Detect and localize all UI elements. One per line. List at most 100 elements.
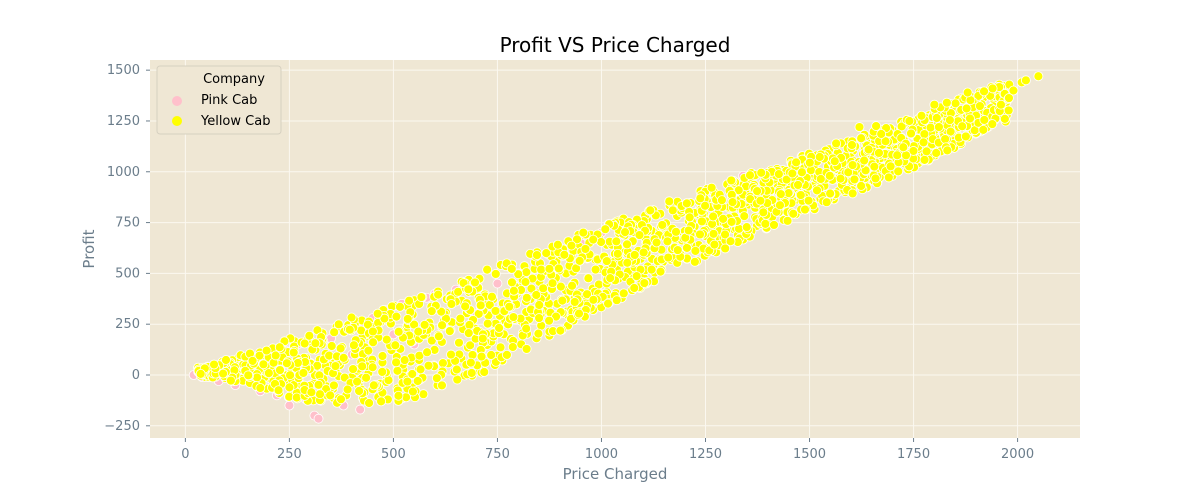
yellow-cab-point: [646, 264, 657, 275]
yellow-cab-point: [195, 368, 206, 379]
x-tick-label: 1750: [897, 447, 930, 462]
yellow-cab-point: [603, 298, 613, 309]
yellow-cab-point: [270, 350, 281, 361]
yellow-cab-point: [1003, 105, 1014, 116]
yellow-cab-point: [476, 351, 487, 362]
yellow-cab-point: [893, 166, 904, 177]
y-tick-label: 1500: [107, 63, 140, 78]
yellow-cab-point: [574, 256, 585, 266]
yellow-cab-point: [536, 264, 547, 275]
yellow-cab-point: [438, 358, 448, 368]
yellow-cab-point: [590, 264, 601, 275]
yellow-cab-point: [336, 394, 346, 405]
yellow-cab-point: [254, 350, 265, 361]
yellow-cab-point: [871, 121, 882, 131]
yellow-cab-point: [741, 222, 752, 233]
yellow-cab-point: [804, 157, 815, 168]
yellow-cab-point: [325, 390, 336, 401]
yellow-cab-point: [582, 289, 592, 300]
yellow-cab-point: [697, 216, 707, 227]
yellow-cab-point: [929, 99, 940, 110]
yellow-cab-point: [756, 167, 767, 178]
y-tick-label: 250: [115, 317, 140, 332]
yellow-cab-point: [218, 368, 228, 379]
y-tick-label: 500: [115, 266, 140, 281]
yellow-cab-point: [755, 195, 766, 206]
yellow-cab-point: [622, 239, 632, 250]
yellow-cab-point: [465, 357, 476, 368]
yellow-cab-point: [553, 263, 564, 274]
yellow-cab-point: [494, 323, 504, 333]
yellow-cab-point: [961, 103, 972, 114]
yellow-cab-point: [338, 352, 349, 363]
yellow-cab-point: [263, 368, 274, 379]
yellow-cab-point: [797, 167, 807, 178]
yellow-cab-point: [934, 122, 944, 132]
yellow-cab-point: [566, 240, 577, 251]
legend-box: [156, 65, 282, 135]
yellow-cab-point: [979, 115, 990, 125]
yellow-cab-point: [446, 299, 457, 309]
yellow-cab-point: [552, 239, 563, 250]
yellow-cab-point: [999, 113, 1010, 124]
yellow-cab-point: [487, 291, 497, 302]
yellow-cab-point: [391, 311, 402, 322]
yellow-cab-point: [454, 337, 464, 348]
yellow-cab-point: [859, 155, 870, 166]
yellow-cab-point: [521, 323, 532, 334]
legend-title: Company: [203, 72, 265, 87]
yellow-cab-point: [547, 278, 558, 289]
yellow-cab-point: [364, 398, 374, 408]
yellow-cab-point: [247, 355, 258, 366]
yellow-cab-point: [243, 370, 254, 381]
yellow-cab-point: [919, 154, 930, 165]
yellow-cab-point: [329, 327, 340, 338]
yellow-cab-point: [690, 246, 701, 256]
yellow-cab-point: [567, 280, 577, 291]
yellow-cab-point: [328, 380, 339, 391]
yellow-cab-point: [655, 266, 666, 277]
yellow-cab-point: [326, 341, 337, 351]
yellow-cab-point: [464, 320, 475, 330]
yellow-cab-point: [342, 384, 353, 395]
yellow-cab-point: [349, 340, 359, 351]
yellow-cab-point: [463, 328, 474, 339]
yellow-cab-point: [379, 313, 390, 324]
yellow-cab-point: [957, 121, 968, 132]
yellow-cab-point: [393, 326, 404, 337]
yellow-cab-point: [357, 361, 368, 372]
yellow-cab-point: [733, 185, 744, 196]
yellow-cab-point: [622, 257, 633, 268]
yellow-cab-point: [663, 252, 674, 263]
yellow-cab-point: [392, 365, 403, 376]
yellow-cab-point: [583, 273, 594, 284]
yellow-cab-point: [892, 150, 903, 161]
x-tick-label: 1250: [689, 447, 722, 462]
x-axis: 0 250 500 750 1000 1250 1500 1750 2000: [181, 438, 1034, 462]
x-axis-label: Price Charged: [563, 465, 668, 483]
yellow-cab-point: [869, 161, 880, 172]
yellow-cab-point: [502, 350, 512, 360]
yellow-cab-point: [395, 301, 405, 312]
y-axis-label: Profit: [80, 229, 98, 268]
yellow-cab-point: [634, 230, 645, 240]
yellow-cab-point: [629, 283, 640, 293]
yellow-cab-point: [344, 324, 355, 335]
yellow-cab-point: [578, 227, 589, 238]
yellow-cab-point: [315, 389, 325, 400]
yellow-cab-point: [258, 359, 269, 370]
yellow-cab-point: [275, 365, 285, 375]
yellow-cab-point: [221, 355, 231, 365]
yellow-cab-point: [506, 263, 517, 274]
yellow-cab-point: [645, 205, 656, 216]
yellow-cab-point: [209, 359, 219, 370]
yellow-cab-point: [482, 318, 493, 329]
yellow-cab-point: [689, 256, 700, 267]
yellow-cab-point: [402, 314, 413, 324]
yellow-cab-point: [569, 297, 580, 307]
yellow-cab-point: [508, 285, 519, 296]
yellow-cab-point: [393, 390, 404, 401]
yellow-cab-point: [782, 215, 793, 226]
yellow-cab-point: [979, 86, 989, 97]
